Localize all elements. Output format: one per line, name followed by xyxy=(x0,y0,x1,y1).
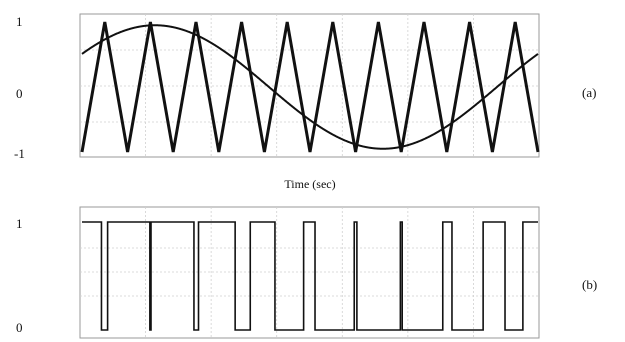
panel-b-ytick-0: 0 xyxy=(16,320,23,335)
panel-b: 1 0 (b) xyxy=(16,206,597,339)
x-axis-label: Time (sec) xyxy=(284,177,335,191)
panel-a-frame xyxy=(79,13,540,158)
sine-reference-line xyxy=(81,24,539,150)
triangle-carrier-line xyxy=(80,21,540,153)
panel-a-ytick-minus1: -1 xyxy=(14,146,25,161)
panel-b-grid xyxy=(80,207,539,338)
panel-a-ytick-1: 1 xyxy=(16,14,23,29)
panel-a: 1 0 -1 (a) Time (sec) xyxy=(14,13,596,191)
panel-a-label: (a) xyxy=(582,85,596,100)
panel-a-ytick-0: 0 xyxy=(16,86,23,101)
panel-b-ytick-1: 1 xyxy=(16,216,23,231)
panel-b-frame xyxy=(79,206,540,339)
pwm-output-line xyxy=(82,221,538,331)
panel-b-label: (b) xyxy=(582,277,597,292)
